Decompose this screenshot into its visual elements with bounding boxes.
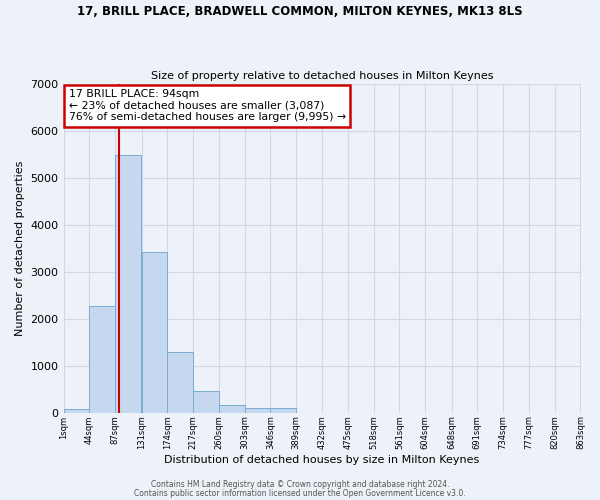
- Bar: [115, 155, 141, 412]
- Text: Contains public sector information licensed under the Open Government Licence v3: Contains public sector information licen…: [134, 488, 466, 498]
- Bar: [167, 352, 193, 412]
- Bar: [245, 408, 271, 412]
- Bar: [271, 408, 296, 412]
- Bar: [219, 404, 245, 412]
- Text: Contains HM Land Registry data © Crown copyright and database right 2024.: Contains HM Land Registry data © Crown c…: [151, 480, 449, 489]
- Text: 17 BRILL PLACE: 94sqm
← 23% of detached houses are smaller (3,087)
76% of semi-d: 17 BRILL PLACE: 94sqm ← 23% of detached …: [69, 89, 346, 122]
- Y-axis label: Number of detached properties: Number of detached properties: [15, 160, 25, 336]
- Text: 17, BRILL PLACE, BRADWELL COMMON, MILTON KEYNES, MK13 8LS: 17, BRILL PLACE, BRADWELL COMMON, MILTON…: [77, 5, 523, 18]
- Bar: [89, 306, 115, 412]
- Bar: [193, 391, 219, 412]
- X-axis label: Distribution of detached houses by size in Milton Keynes: Distribution of detached houses by size …: [164, 455, 479, 465]
- Bar: [64, 409, 89, 412]
- Title: Size of property relative to detached houses in Milton Keynes: Size of property relative to detached ho…: [151, 70, 493, 81]
- Bar: [142, 252, 167, 412]
